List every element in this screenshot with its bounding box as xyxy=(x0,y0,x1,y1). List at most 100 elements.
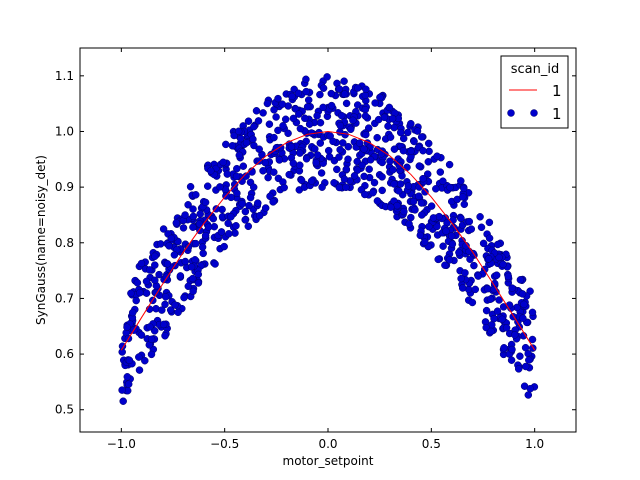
scatter-point xyxy=(479,239,488,248)
scatter-point xyxy=(147,350,156,359)
scatter-point xyxy=(176,272,185,280)
scatter-point xyxy=(155,270,163,279)
scatter-point xyxy=(194,270,203,279)
scatter-point xyxy=(514,365,523,373)
scatter-point xyxy=(296,161,304,169)
scatter-point xyxy=(189,205,197,213)
scatter-point xyxy=(224,219,232,228)
scatter-point xyxy=(525,356,533,364)
scatter-point xyxy=(335,153,343,161)
scatter-point xyxy=(403,128,412,137)
scatter-point xyxy=(411,206,419,214)
scatter-point xyxy=(192,191,200,199)
scatter-point xyxy=(385,103,394,112)
scatter-point xyxy=(316,139,325,147)
scatter-point xyxy=(342,165,351,174)
scatter-point xyxy=(302,87,310,96)
y-tick-label: 0.8 xyxy=(55,236,74,250)
scatter-point xyxy=(230,131,238,140)
scatter-point xyxy=(459,193,467,201)
scatter-point xyxy=(395,187,403,195)
scatter-point xyxy=(528,308,537,317)
scatter-point xyxy=(429,214,438,222)
scatter-point xyxy=(393,201,401,210)
scatter-point xyxy=(424,139,433,148)
scatter-point xyxy=(361,190,369,199)
scatter-point xyxy=(317,169,326,177)
scatter-point xyxy=(255,211,264,220)
scatter-point xyxy=(466,255,474,263)
scatter-point xyxy=(360,172,368,181)
scatter-point xyxy=(342,183,350,192)
scatter-point xyxy=(449,216,457,224)
scatter-point xyxy=(395,161,404,170)
scatter-point xyxy=(244,117,253,125)
scatter-point xyxy=(181,211,189,219)
scatter-point xyxy=(311,145,319,153)
scatter-point xyxy=(439,177,447,185)
scatter-point xyxy=(340,175,349,183)
scatter-point xyxy=(344,142,353,151)
scatter-point xyxy=(216,183,224,191)
scatter-point xyxy=(378,173,386,181)
scatter-point xyxy=(407,119,415,128)
scatter-point xyxy=(288,92,296,101)
scatter-point xyxy=(439,242,447,250)
scatter-point xyxy=(448,240,457,248)
scatter-point xyxy=(118,386,126,394)
x-tick-label: 0.5 xyxy=(422,437,441,451)
scatter-point xyxy=(516,352,524,360)
scatter-point xyxy=(390,145,399,153)
scatter-point xyxy=(502,324,511,332)
scatter-point xyxy=(166,306,175,314)
scatter-point xyxy=(128,308,137,317)
scatter-point xyxy=(211,260,219,268)
scatter-point xyxy=(187,263,196,271)
scatter-point xyxy=(255,145,263,153)
scatter-point xyxy=(390,123,398,132)
scatter-point xyxy=(136,288,144,297)
scatter-point xyxy=(485,234,494,242)
scatter-point xyxy=(188,274,197,283)
scatter-point xyxy=(179,224,188,232)
scatter-point xyxy=(228,142,237,150)
y-tick-label: 0.6 xyxy=(55,347,74,361)
scatter-point xyxy=(442,227,450,235)
scatter-point xyxy=(123,373,132,381)
scatter-point xyxy=(323,73,331,81)
scatter-point xyxy=(340,90,349,98)
scatter-point xyxy=(124,380,133,388)
legend-title: scan_id xyxy=(511,62,560,77)
scatter-point xyxy=(313,151,322,159)
scatter-point xyxy=(151,261,159,269)
scatter-point xyxy=(189,223,197,231)
scatter-point xyxy=(305,120,314,128)
scatter-point xyxy=(518,290,527,298)
scatter-point xyxy=(421,238,429,246)
scatter-point xyxy=(146,323,154,331)
scatter-point xyxy=(434,255,442,264)
scatter-point xyxy=(184,243,193,251)
scatter-point xyxy=(249,135,257,143)
model-line xyxy=(120,130,536,351)
scatter-point xyxy=(492,271,501,279)
scatter-point xyxy=(133,279,142,287)
scatter-point xyxy=(239,162,248,170)
scatter-point xyxy=(234,127,243,136)
scatter-point xyxy=(165,242,173,250)
scatter-point xyxy=(344,155,352,163)
scatter-point xyxy=(313,112,321,120)
scatter-point xyxy=(125,356,134,365)
y-tick-label: 1.1 xyxy=(55,69,74,83)
scatter-point xyxy=(378,186,386,195)
scatter-point xyxy=(504,272,513,281)
scatter-point xyxy=(289,114,298,123)
scatter-point xyxy=(490,314,498,323)
scatter-point xyxy=(465,217,474,226)
scatter-point xyxy=(365,165,373,173)
scatter-point xyxy=(269,198,277,206)
scatter-point xyxy=(507,356,516,364)
scatter-point xyxy=(342,99,351,108)
scatter-point xyxy=(167,234,175,243)
scatter-point xyxy=(223,170,232,178)
